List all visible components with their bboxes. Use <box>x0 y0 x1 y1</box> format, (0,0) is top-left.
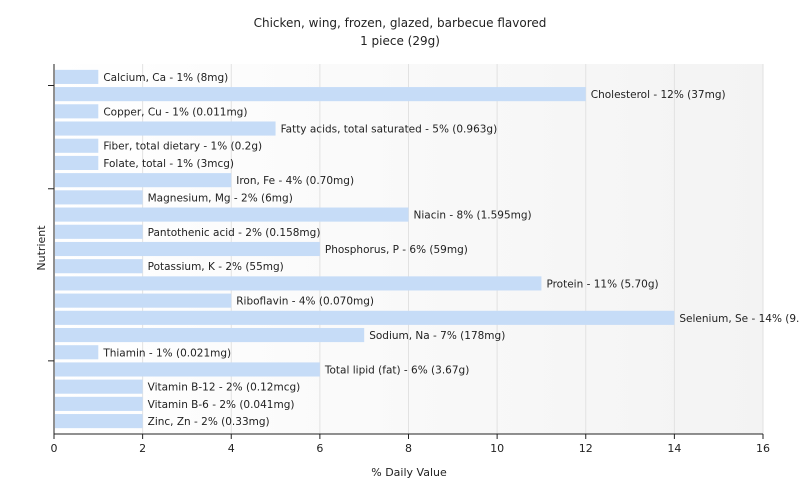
bar <box>55 155 99 171</box>
bar <box>55 121 276 136</box>
bar-label: Iron, Fe - 4% (0.70mg) <box>236 175 354 187</box>
bar <box>55 207 409 222</box>
bar-label: Sodium, Na - 7% (178mg) <box>369 330 505 342</box>
bar <box>55 310 675 325</box>
x-tick-label: 0 <box>51 442 58 455</box>
chart-title: Chicken, wing, frozen, glazed, barbecue … <box>254 16 547 30</box>
bar <box>55 276 542 291</box>
x-tick-label: 8 <box>405 442 412 455</box>
bar <box>55 259 143 274</box>
bar-label: Vitamin B-12 - 2% (0.12mcg) <box>148 382 301 394</box>
bar-label: Cholesterol - 12% (37mg) <box>591 89 726 101</box>
bar <box>55 138 99 153</box>
bar <box>55 345 99 360</box>
bar-label: Potassium, K - 2% (55mg) <box>148 261 284 273</box>
bar <box>55 293 232 308</box>
chart-subtitle: 1 piece (29g) <box>360 34 440 48</box>
bar-label: Zinc, Zn - 2% (0.33mg) <box>148 416 270 428</box>
bar-label: Niacin - 8% (1.595mg) <box>414 210 532 222</box>
bar-label: Fiber, total dietary - 1% (0.2g) <box>103 141 262 153</box>
bar <box>55 190 143 205</box>
bar <box>55 327 365 343</box>
bar-label: Total lipid (fat) - 6% (3.67g) <box>324 364 469 376</box>
bar <box>55 414 143 429</box>
bar-label: Protein - 11% (5.70g) <box>546 278 658 290</box>
bar-label: Selenium, Se - 14% (9.6mcg) <box>679 313 800 325</box>
bar <box>55 69 99 84</box>
x-tick-label: 16 <box>756 442 770 455</box>
bar-label: Copper, Cu - 1% (0.011mg) <box>103 106 247 118</box>
bar-label: Folate, total - 1% (3mcg) <box>103 158 234 170</box>
bar <box>55 224 143 239</box>
bar-label: Phosphorus, P - 6% (59mg) <box>325 244 468 256</box>
bar <box>55 396 143 411</box>
x-tick-label: 2 <box>139 442 146 455</box>
bar-label: Pantothenic acid - 2% (0.158mg) <box>148 227 321 239</box>
bar <box>55 104 99 119</box>
bar-label: Fatty acids, total saturated - 5% (0.963… <box>281 124 498 136</box>
x-tick-label: 6 <box>316 442 323 455</box>
x-axis-title: % Daily Value <box>371 466 447 479</box>
x-tick-label: 12 <box>579 442 593 455</box>
bar-label: Thiamin - 1% (0.021mg) <box>102 347 231 359</box>
bar <box>55 379 143 394</box>
bar <box>55 241 320 257</box>
plot-area: Calcium, Ca - 1% (8mg) Cholesterol - 12% … <box>48 64 800 455</box>
y-axis-title: Nutrient <box>35 225 48 271</box>
bar-label: Riboflavin - 4% (0.070mg) <box>236 296 374 308</box>
bar <box>55 173 232 188</box>
bar-label: Magnesium, Mg - 2% (6mg) <box>148 192 293 204</box>
bar <box>55 362 320 377</box>
x-tick-label: 10 <box>490 442 504 455</box>
bar-label: Calcium, Ca - 1% (8mg) <box>103 72 228 84</box>
x-tick-label: 14 <box>667 442 681 455</box>
bar <box>55 87 586 102</box>
x-tick-label: 4 <box>228 442 235 455</box>
bar-label: Vitamin B-6 - 2% (0.041mg) <box>148 399 295 411</box>
